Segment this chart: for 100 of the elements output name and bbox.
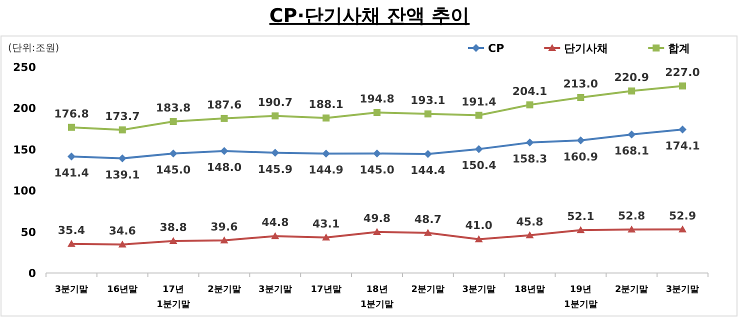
data-label: 145.9 <box>258 162 293 176</box>
legend-label: 단기사채 <box>564 42 608 55</box>
data-label: 45.8 <box>516 215 544 228</box>
point <box>170 118 177 126</box>
point <box>169 237 178 244</box>
data-label: 38.8 <box>160 221 187 234</box>
legend-label: 합계 <box>668 42 690 55</box>
data-label: 160.9 <box>563 150 598 164</box>
data-label: 173.7 <box>104 110 140 123</box>
point <box>322 150 330 158</box>
point <box>474 235 483 242</box>
point <box>271 148 280 157</box>
y-tick-label: 250 <box>13 61 36 74</box>
point <box>678 126 687 134</box>
data-label: 174.1 <box>665 140 700 153</box>
x-tick-label: 3분기말 <box>54 285 88 295</box>
data-label: 139.1 <box>104 168 140 182</box>
y-tick-label: 50 <box>20 226 36 239</box>
y-axis-title: (단위:조원) <box>8 43 60 54</box>
point <box>373 150 381 158</box>
data-label: 187.6 <box>206 98 242 112</box>
data-label: 39.6 <box>210 220 238 234</box>
data-label: 52.8 <box>618 209 646 222</box>
point <box>169 150 178 158</box>
point <box>322 114 330 122</box>
point <box>679 82 686 90</box>
y-tick-label: 200 <box>13 102 36 116</box>
legend-label: CP <box>488 42 504 55</box>
data-label: 158.3 <box>512 152 548 166</box>
x-tick-label: 3분기말 <box>462 285 496 295</box>
x-tick-label: 17년말 <box>310 285 342 295</box>
data-label: 48.7 <box>414 212 442 226</box>
point <box>68 124 75 131</box>
data-label: 141.4 <box>54 166 90 180</box>
data-label: 41.0 <box>465 219 493 232</box>
point <box>628 225 636 232</box>
data-label: 213.0 <box>563 77 598 90</box>
data-label: 34.6 <box>108 224 136 238</box>
data-label: 220.9 <box>614 70 650 84</box>
point <box>474 145 483 154</box>
point <box>67 152 76 160</box>
data-label: 144.4 <box>410 164 446 178</box>
data-label: 148.0 <box>206 161 242 174</box>
point <box>220 236 228 244</box>
point <box>220 147 228 156</box>
data-label: 145.0 <box>156 164 192 177</box>
data-label: 49.8 <box>363 212 391 225</box>
x-tick-label: 3분기말 <box>666 285 700 295</box>
x-tick-label: 19년 1분기말 <box>564 285 598 310</box>
x-tick-label: 3분기말 <box>258 285 292 295</box>
data-label: 227.0 <box>665 66 700 79</box>
data-label: 43.1 <box>312 217 340 230</box>
data-label: 52.1 <box>567 210 594 224</box>
y-tick-label: 150 <box>13 143 36 156</box>
point <box>322 233 330 240</box>
point <box>576 226 585 234</box>
point <box>628 130 636 138</box>
data-label: 193.1 <box>410 94 446 107</box>
x-tick-label: 2분기말 <box>614 285 648 295</box>
point <box>374 108 380 116</box>
x-tick-label: 18년말 <box>514 285 546 295</box>
x-tick-label: 2분기말 <box>208 285 241 295</box>
point <box>424 228 432 236</box>
point <box>424 110 432 118</box>
data-label: 52.9 <box>668 209 696 222</box>
data-label: 183.8 <box>156 102 191 115</box>
point <box>118 126 126 134</box>
data-label: 145.0 <box>360 164 395 177</box>
data-label: 144.9 <box>308 164 344 177</box>
point <box>576 136 585 144</box>
point <box>678 225 687 232</box>
point <box>526 231 534 238</box>
data-label: 35.4 <box>58 224 86 237</box>
point <box>475 112 482 119</box>
point <box>220 114 228 122</box>
point <box>118 240 126 248</box>
point <box>424 150 432 158</box>
data-label: 191.4 <box>461 95 497 108</box>
x-tick-label: 16년말 <box>107 285 138 295</box>
point <box>118 154 126 162</box>
y-tick-label: 0 <box>28 267 36 280</box>
point <box>577 94 584 101</box>
point <box>271 232 280 240</box>
data-label: 150.4 <box>461 159 497 172</box>
data-label: 190.7 <box>258 96 293 109</box>
point <box>526 138 534 147</box>
chart-title: CP·단기사채 잔액 추이 <box>269 5 470 27</box>
point <box>373 228 381 235</box>
data-label: 168.1 <box>614 144 650 158</box>
data-label: 194.8 <box>360 92 394 106</box>
y-tick-label: 100 <box>13 184 36 198</box>
data-label: 44.8 <box>262 216 289 230</box>
x-tick-label: 2분기말 <box>411 285 445 295</box>
point <box>526 101 534 108</box>
data-label: 204.1 <box>512 84 548 98</box>
x-tick-label: 17년 1분기말 <box>156 285 190 310</box>
x-tick-label: 18년 1분기말 <box>360 285 394 310</box>
point <box>628 87 636 94</box>
data-label: 188.1 <box>308 98 344 112</box>
point <box>272 112 279 120</box>
